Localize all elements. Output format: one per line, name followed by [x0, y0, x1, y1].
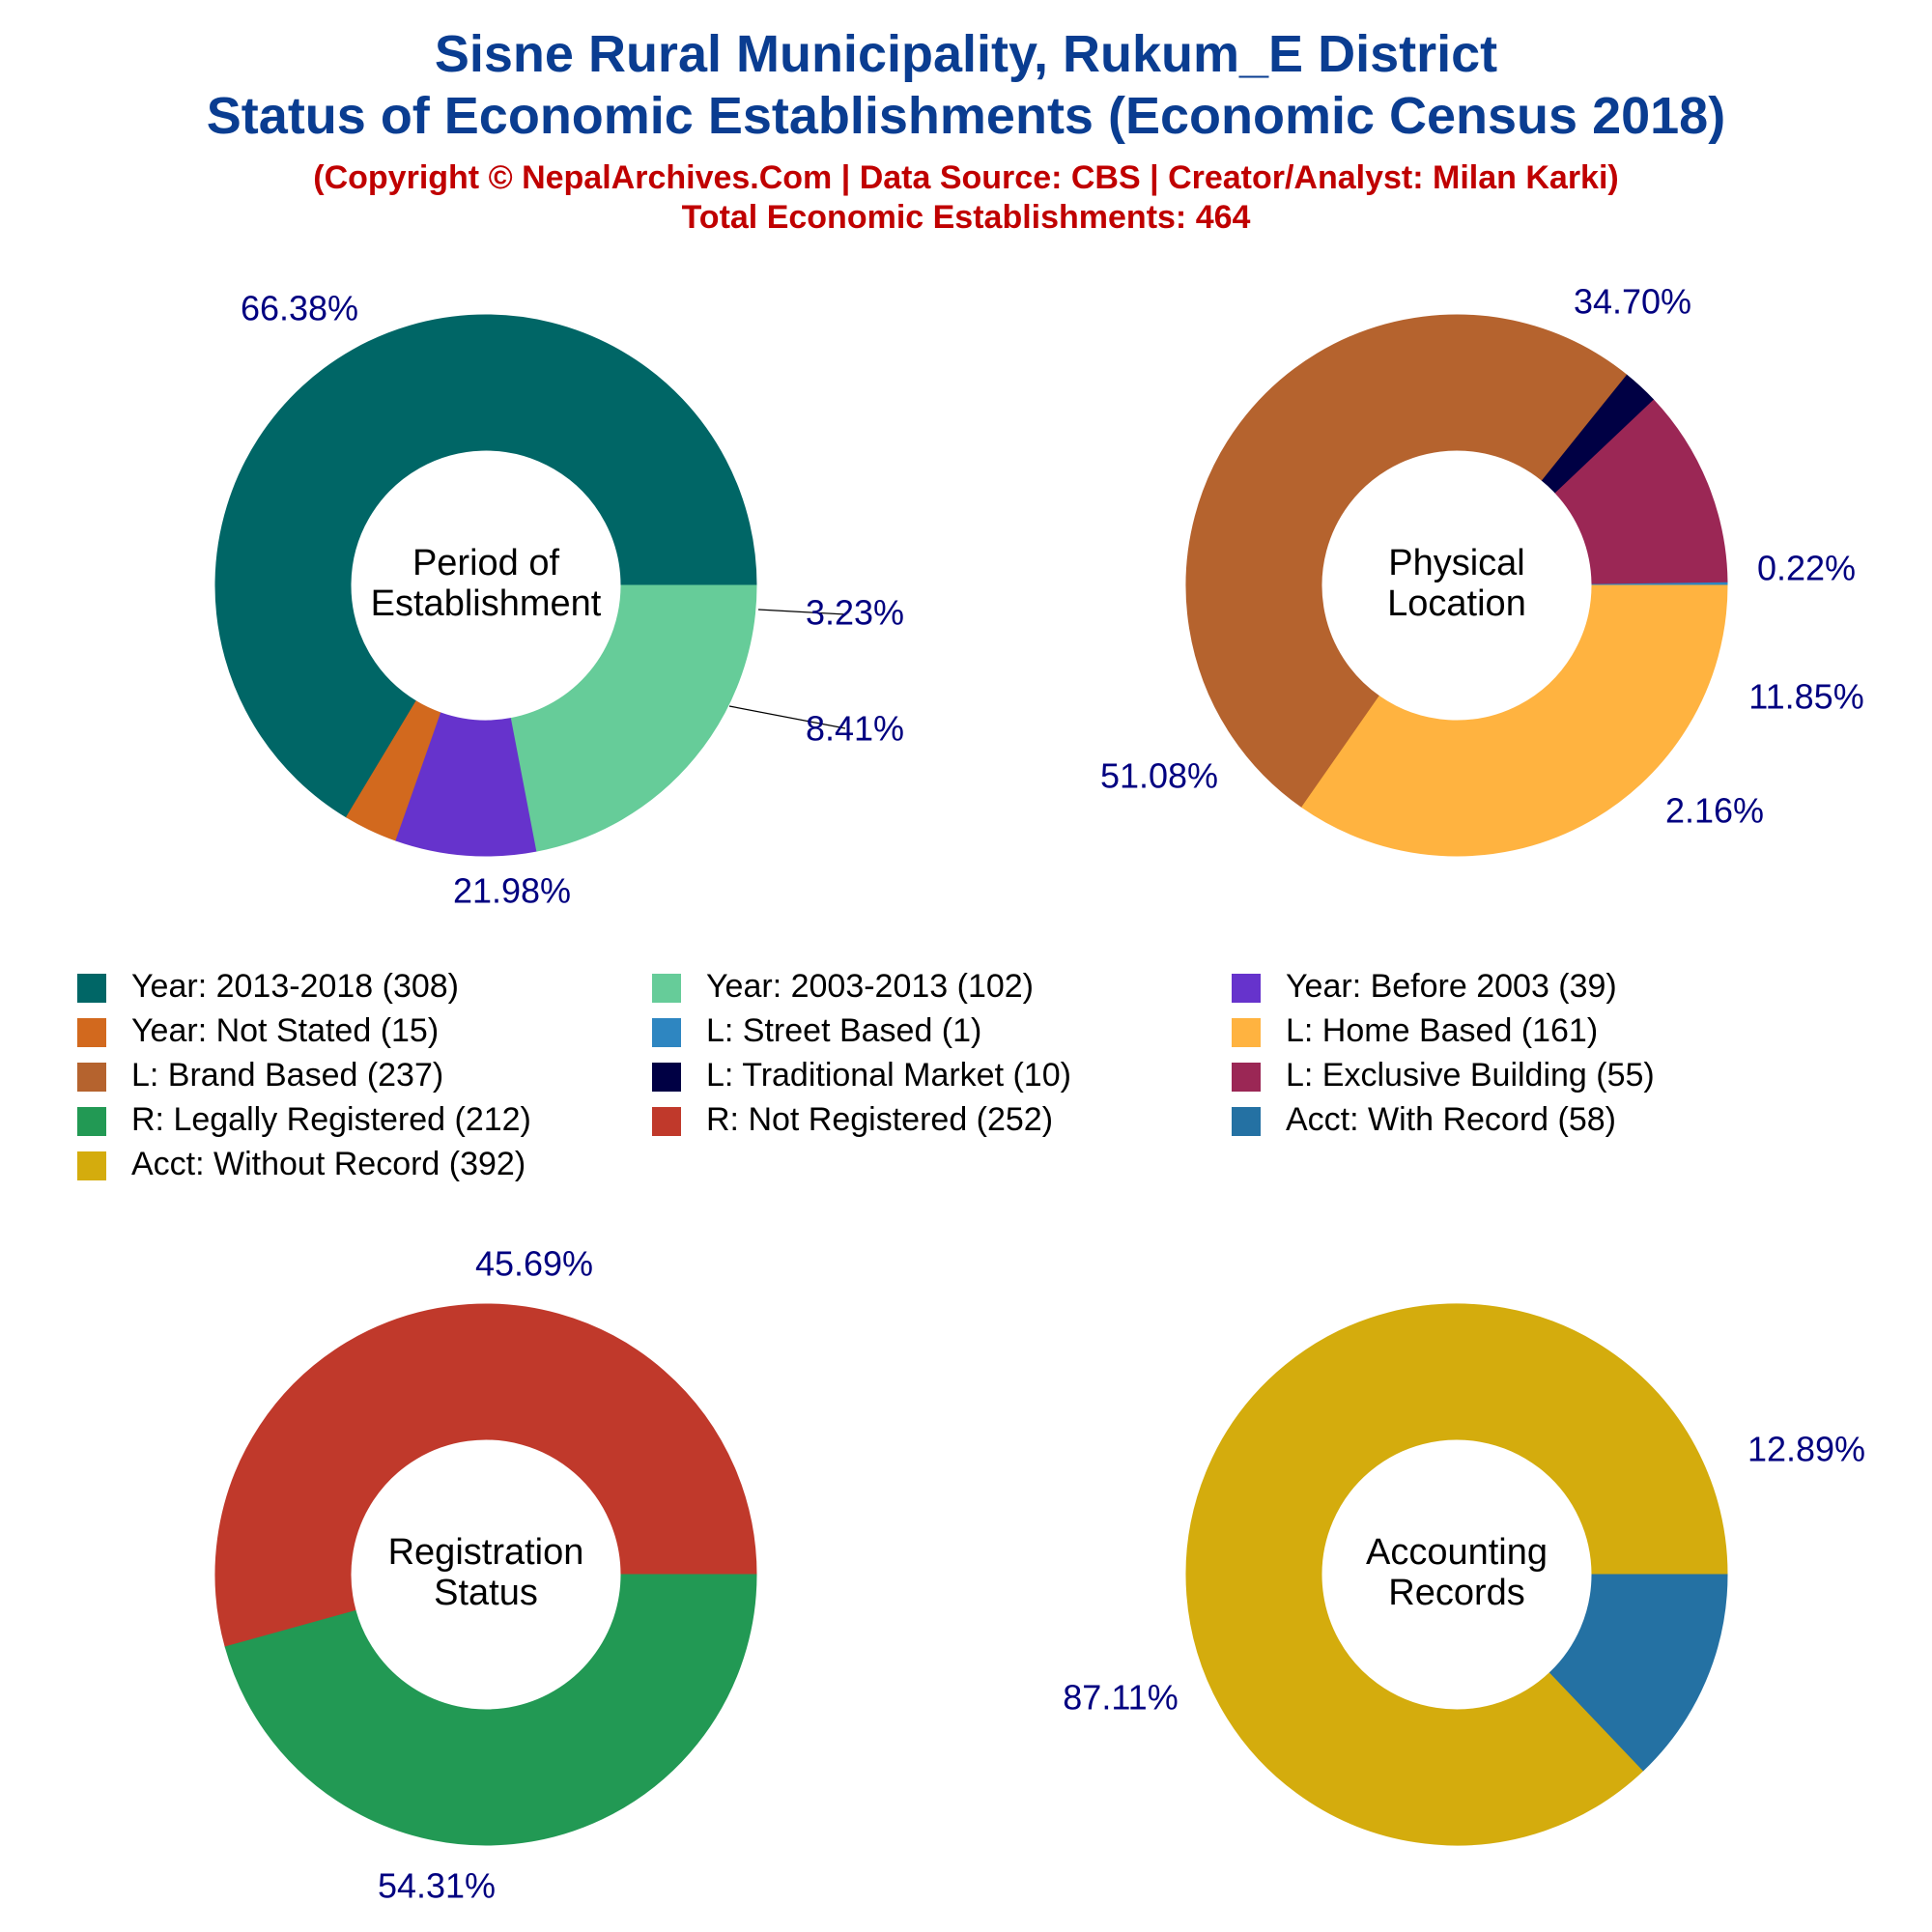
legend-swatch: [77, 974, 106, 1003]
slice-percent-label: 12.89%: [1747, 1430, 1865, 1469]
pie-slice: [214, 314, 757, 818]
donut-center-label: Accounting: [1366, 1532, 1548, 1573]
legend-label: Acct: With Record (58): [1286, 1101, 1616, 1138]
slice-percent-label: 54.31%: [378, 1866, 496, 1906]
legend-item: R: Not Registered (252): [652, 1101, 1053, 1138]
legend-swatch: [1232, 1107, 1261, 1136]
legend-swatch: [652, 1063, 681, 1092]
donut-center-label: Establishment: [371, 583, 602, 624]
chart-title-line2: Status of Economic Establishments (Econo…: [207, 87, 1725, 145]
legend-label: L: Brand Based (237): [131, 1057, 443, 1094]
legend-item: Year: Before 2003 (39): [1232, 968, 1617, 1005]
donut-center-label: Status: [434, 1573, 538, 1613]
legend-label: L: Exclusive Building (55): [1286, 1057, 1655, 1094]
legend-item: Acct: With Record (58): [1232, 1101, 1616, 1138]
legend-item: L: Brand Based (237): [77, 1057, 443, 1094]
legend-label: L: Traditional Market (10): [706, 1057, 1071, 1094]
donut-center-label: Physical: [1388, 543, 1525, 583]
legend-swatch: [652, 1018, 681, 1047]
slice-percent-label: 11.85%: [1748, 677, 1863, 717]
pie-slice: [1185, 314, 1628, 809]
pie-slice: [214, 1303, 757, 1648]
legend-label: Year: 2003-2013 (102): [706, 968, 1034, 1005]
legend-label: R: Not Registered (252): [706, 1101, 1053, 1138]
legend-label: Year: Not Stated (15): [131, 1012, 439, 1049]
legend-swatch: [77, 1063, 106, 1092]
legend-label: Acct: Without Record (392): [131, 1146, 526, 1182]
donut-center-label: Location: [1387, 583, 1526, 624]
chart-title-line1: Sisne Rural Municipality, Rukum_E Distri…: [435, 25, 1497, 83]
pie-slice: [510, 584, 757, 852]
legend-swatch: [77, 1151, 106, 1180]
donut-center-label: Records: [1388, 1573, 1525, 1613]
pie-slice: [1548, 1574, 1728, 1772]
slice-percent-label: 34.70%: [1574, 282, 1691, 322]
legend-label: L: Home Based (161): [1286, 1012, 1598, 1049]
legend-swatch: [1232, 974, 1261, 1003]
pie-slice: [1301, 584, 1728, 857]
pie-slice: [224, 1574, 757, 1846]
slice-percent-label: 87.11%: [1063, 1678, 1178, 1718]
slice-percent-label: 8.41%: [806, 709, 904, 749]
slice-percent-label: 3.23%: [806, 593, 904, 633]
legend-swatch: [77, 1107, 106, 1136]
legend-item: L: Traditional Market (10): [652, 1057, 1071, 1094]
legend-item: Acct: Without Record (392): [77, 1146, 526, 1182]
donut-chart-2: 0.22% 11.85% 2.16% 51.08% 34.70% PhysicalLoca…: [1100, 282, 1864, 857]
legend-item: Year: 2003-2013 (102): [652, 968, 1034, 1005]
slice-percent-label: 66.38%: [241, 289, 358, 328]
legend-label: L: Street Based (1): [706, 1012, 981, 1049]
legend-item: Year: 2013-2018 (308): [77, 968, 459, 1005]
donut-center-label: Registration: [388, 1532, 584, 1573]
slice-percent-label: 0.22%: [1757, 549, 1856, 588]
legend-swatch: [1232, 1018, 1261, 1047]
donut-charts: 66.38% 3.23% 8.41% 21.98% Period ofEstablish…: [214, 282, 1865, 1906]
donut-center-label: Period of: [412, 543, 560, 583]
legend-swatch: [1232, 1063, 1261, 1092]
legend-label: Year: 2013-2018 (308): [131, 968, 459, 1005]
slice-percent-label: 51.08%: [1100, 756, 1218, 796]
legend-swatch: [77, 1018, 106, 1047]
label-leader-line: [757, 609, 846, 615]
chart-subtitle-line1: (Copyright © NepalArchives.Com | Data So…: [313, 159, 1618, 196]
slice-percent-label: 21.98%: [453, 871, 571, 911]
label-leader-line: [728, 705, 846, 729]
legend: Year: 2013-2018 (308) Year: 2003-2013 (10…: [77, 968, 1655, 1182]
pie-slice: [1185, 1303, 1728, 1846]
legend-item: L: Home Based (161): [1232, 1012, 1598, 1049]
legend-item: L: Exclusive Building (55): [1232, 1057, 1655, 1094]
legend-label: R: Legally Registered (212): [131, 1101, 531, 1138]
legend-item: R: Legally Registered (212): [77, 1101, 531, 1138]
legend-swatch: [652, 974, 681, 1003]
legend-item: L: Street Based (1): [652, 1012, 981, 1049]
legend-item: Year: Not Stated (15): [77, 1012, 439, 1049]
slice-percent-label: 2.16%: [1665, 791, 1764, 831]
legend-swatch: [652, 1107, 681, 1136]
legend-label: Year: Before 2003 (39): [1286, 968, 1617, 1005]
chart-subtitle-line2: Total Economic Establishments: 464: [682, 199, 1251, 236]
donut-chart-1: 66.38% 3.23% 8.41% 21.98% Period ofEstablish…: [214, 289, 904, 911]
slice-percent-label: 45.69%: [475, 1244, 593, 1284]
